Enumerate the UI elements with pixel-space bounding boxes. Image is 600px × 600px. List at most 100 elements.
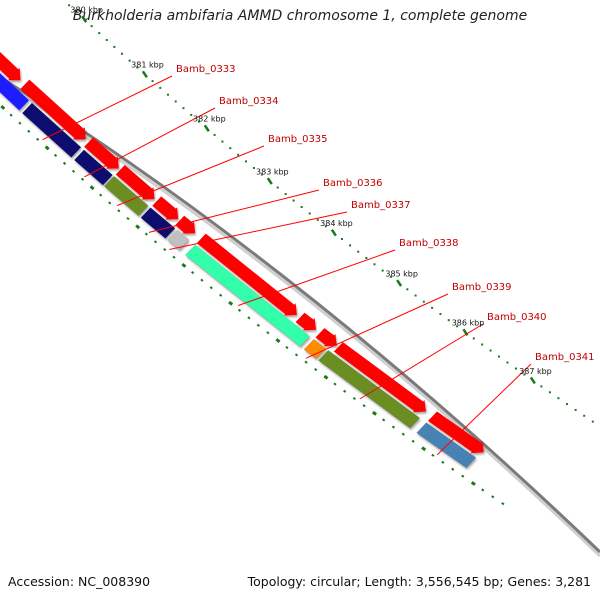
outer-tick: [470, 481, 476, 486]
gene-bar-bamb_0340[interactable]: [318, 349, 421, 429]
outer-tick: [501, 502, 505, 506]
outer-tick: [362, 404, 366, 408]
minor-tick-dot: [190, 113, 193, 116]
gene-label-bamb_0338[interactable]: Bamb_0338: [399, 238, 459, 249]
gene-bar-partial: [0, 73, 29, 111]
outer-tick: [352, 396, 356, 401]
cds-arrow: [428, 411, 484, 454]
gene-bar-bamb_0337[interactable]: [167, 229, 190, 251]
minor-tick-dot: [151, 80, 154, 83]
outer-tick: [421, 446, 427, 452]
gene-label-bamb_0335[interactable]: Bamb_0335: [268, 134, 328, 145]
outer-tick: [0, 104, 6, 110]
minor-tick-dot: [566, 403, 569, 406]
outer-tick: [53, 153, 58, 157]
tick-label: 387 kbp: [519, 367, 552, 376]
label-leader-line: [117, 145, 265, 206]
outer-tick: [411, 439, 415, 443]
cds-arrow: [333, 342, 426, 413]
outer-tick: [343, 389, 347, 393]
minor-tick-dot: [308, 212, 311, 215]
gene-label-bamb_0334[interactable]: Bamb_0334: [219, 96, 279, 107]
minor-tick-dot: [481, 343, 484, 346]
minor-tick-dot: [381, 269, 384, 272]
label-leader-line: [359, 323, 484, 400]
tick-label: 386 kbp: [452, 319, 485, 328]
minor-tick-dot: [284, 193, 287, 196]
minor-tick-dot: [229, 147, 232, 150]
minor-tick-dot: [574, 408, 577, 411]
outer-tick: [9, 113, 13, 117]
minor-tick-dot: [182, 107, 185, 110]
minor-tick-dot: [389, 275, 392, 278]
minor-tick-dot: [120, 52, 123, 55]
outer-tick: [266, 331, 270, 335]
outer-tick: [80, 177, 85, 181]
outer-tick: [172, 255, 176, 259]
gene-bar-bamb_0338[interactable]: [185, 244, 311, 347]
gene-bar-bamb_0339[interactable]: [303, 338, 327, 359]
minor-tick-dot: [540, 385, 543, 388]
minor-tick-dot: [98, 32, 101, 35]
minor-tick-dot: [105, 39, 108, 42]
minor-tick-dot: [245, 160, 248, 163]
outer-tick: [461, 474, 465, 478]
label-leader-line: [238, 249, 396, 306]
outer-tick: [481, 488, 485, 492]
outer-tick: [491, 495, 495, 499]
gene-label-bamb_0340[interactable]: Bamb_0340: [487, 312, 547, 323]
minor-tick-dot: [113, 45, 116, 48]
label-leader-line: [84, 107, 216, 178]
gene-label-bamb_0337[interactable]: Bamb_0337: [351, 200, 411, 211]
gene-label-bamb_0341[interactable]: Bamb_0341: [535, 352, 595, 363]
label-leader-line: [305, 293, 449, 359]
minor-tick-dot: [489, 349, 492, 352]
outer-tick: [117, 209, 121, 213]
cds-arrow: [152, 196, 179, 220]
tick-label: 383 kbp: [256, 167, 289, 176]
gene-label-bamb_0333[interactable]: Bamb_0333: [176, 64, 236, 75]
minor-tick-dot: [221, 140, 224, 143]
gene-bar-bamb_0341[interactable]: [416, 422, 477, 469]
outer-tick: [285, 345, 289, 350]
minor-tick-dot: [75, 11, 78, 14]
outer-tick: [200, 278, 204, 282]
gene-bar-bamb_0336[interactable]: [140, 207, 176, 239]
map-title: Burkholderia ambifaria AMMD chromosome 1…: [72, 8, 528, 24]
outer-tick: [135, 224, 141, 230]
minor-tick-dot: [365, 257, 368, 260]
label-leader-line: [169, 211, 348, 250]
tick-label: 381 kbp: [131, 61, 164, 70]
gene-label-bamb_0339[interactable]: Bamb_0339: [452, 282, 512, 293]
major-tick: [141, 70, 148, 79]
outer-tick: [304, 360, 308, 364]
outer-tick: [89, 185, 95, 191]
outer-tick: [219, 293, 223, 297]
minor-tick-dot: [166, 93, 169, 96]
tick-dots-layer: [68, 4, 594, 423]
gene-label-bamb_0336[interactable]: Bamb_0336: [323, 178, 383, 189]
gene-bar-bamb_0333[interactable]: [21, 102, 82, 158]
cds-arrow: [20, 79, 86, 140]
label-leader-line: [42, 75, 173, 141]
minor-tick-dot: [340, 238, 343, 241]
outer-tick: [44, 145, 50, 151]
label-leader-line: [436, 363, 532, 456]
outer-tick: [247, 316, 251, 320]
gene-bar-bamb_0335[interactable]: [104, 175, 149, 217]
outer-tick: [323, 374, 329, 380]
minor-tick-dot: [159, 86, 162, 89]
outer-tick: [181, 262, 187, 268]
cds-arrow: [175, 215, 196, 234]
minor-tick-dot: [472, 337, 475, 340]
outer-tick: [228, 300, 234, 306]
minor-tick-dot: [276, 186, 279, 189]
minor-tick-dot: [260, 173, 263, 176]
minor-tick-dot: [136, 66, 139, 69]
minor-tick-dot: [583, 414, 586, 417]
outer-tick: [153, 240, 158, 244]
label-leader-line: [148, 189, 320, 233]
minor-tick-dot: [197, 120, 200, 123]
minor-tick-dot: [316, 218, 319, 221]
